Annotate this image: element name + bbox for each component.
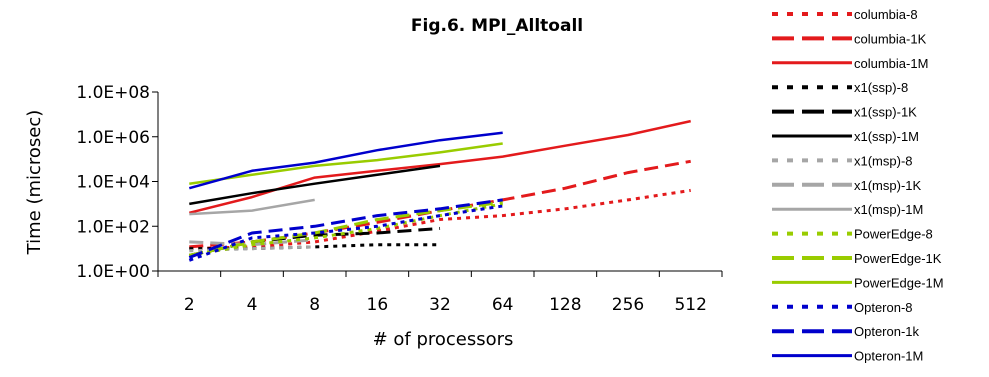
legend-label-x1-ssp-1k: x1(ssp)-1K (854, 105, 917, 120)
legend: columbia-8 columbia-1K columbia-1M x1(ssp)-… (772, 7, 944, 364)
x-tick-label: 16 (367, 295, 389, 315)
y-tick-label: 1.0E+02 (76, 217, 150, 237)
series-line-columbia-8 (189, 188, 691, 251)
legend-label-x1-msp-1k: x1(msp)-1K (854, 178, 922, 193)
y-axis-title: Time (microsec) (24, 110, 45, 256)
legend-label-opteron-1m: Opteron-1M (854, 349, 923, 364)
x-tick-label: 4 (247, 295, 258, 315)
series-line-poweredge-1m (189, 142, 503, 185)
x-tick-label: 128 (549, 295, 581, 315)
series-line-poweredge-8 (189, 202, 503, 257)
legend-label-x1-msp-1m: x1(msp)-1M (854, 202, 923, 217)
legend-label-opteron-8: Opteron-8 (854, 300, 913, 315)
series-line-poweredge-1k (188, 200, 503, 257)
legend-label-poweredge-8: PowerEdge-8 (854, 227, 933, 242)
x-axis-title: # of processors (373, 329, 514, 350)
x-tick-label: 32 (429, 295, 451, 315)
plot-area: 1.0E+00 1.0E+02 1.0E+04 1.0E+06 1.0E+08 2 4 8 16… (76, 83, 723, 315)
x-tick-label: 512 (674, 295, 706, 315)
legend-label-columbia-1m: columbia-1M (854, 56, 928, 71)
legend-label-poweredge-1k: PowerEdge-1K (854, 251, 942, 266)
legend-label-columbia-8: columbia-8 (854, 7, 918, 22)
y-tick-label: 1.0E+04 (76, 173, 150, 193)
series-line-x1-ssp-8 (189, 243, 440, 251)
legend-label-x1-ssp-8: x1(ssp)-8 (854, 80, 908, 95)
series-line-opteron-1m (188, 131, 503, 190)
chart-title: Fig.6. MPI_Alltoall (411, 16, 583, 36)
legend-label-poweredge-1m: PowerEdge-1M (854, 275, 944, 290)
x-tick-label: 2 (184, 295, 195, 315)
legend-label-columbia-1k: columbia-1K (854, 31, 927, 46)
x-tick-label: 256 (612, 295, 644, 315)
x-tick-label: 64 (492, 295, 514, 315)
legend-label-x1-msp-8: x1(msp)-8 (854, 153, 913, 168)
series-line-x1-ssp-1m (189, 164, 441, 206)
y-tick-label: 1.0E+06 (76, 128, 150, 148)
x-tick-label: 8 (309, 295, 320, 315)
y-tick-label: 1.0E+08 (76, 83, 150, 103)
series-line-opteron-8 (188, 204, 503, 262)
legend-label-x1-ssp-1m: x1(ssp)-1M (854, 129, 919, 144)
series-line-x1-msp-1m (189, 198, 315, 216)
legend-label-opteron-1k: Opteron-1k (854, 324, 920, 339)
y-tick-label: 1.0E+00 (76, 262, 150, 282)
